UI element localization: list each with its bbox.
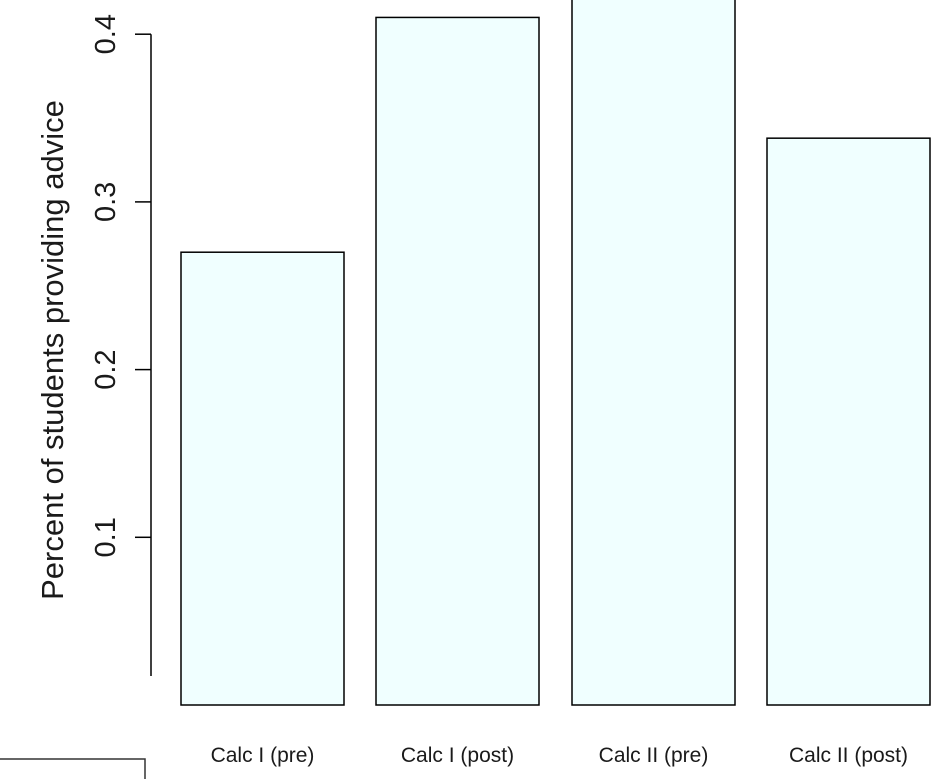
category-label: Calc II (post) [789, 744, 908, 767]
y-tick-label: 0.1 [90, 517, 122, 557]
y-axis-label: Percent of students providing advice [35, 100, 70, 600]
bars [180, 0, 931, 706]
y-tick-label: 0.4 [90, 14, 122, 54]
category-label: Calc I (post) [401, 744, 514, 767]
y-tick-label: 0.2 [90, 349, 122, 389]
partial-frame [0, 758, 146, 779]
y-axis: 0.1 0.2 0.3 0.4 [90, 14, 152, 676]
bar [375, 16, 540, 706]
bar [180, 251, 345, 706]
category-label: Calc II (pre) [599, 744, 709, 767]
y-tick-label: 0.3 [90, 182, 122, 222]
category-labels: Calc I (pre) Calc I (post) Calc II (pre) Ca… [211, 744, 908, 767]
bar [571, 0, 736, 706]
bar [766, 137, 931, 706]
category-label: Calc I (pre) [211, 744, 315, 767]
